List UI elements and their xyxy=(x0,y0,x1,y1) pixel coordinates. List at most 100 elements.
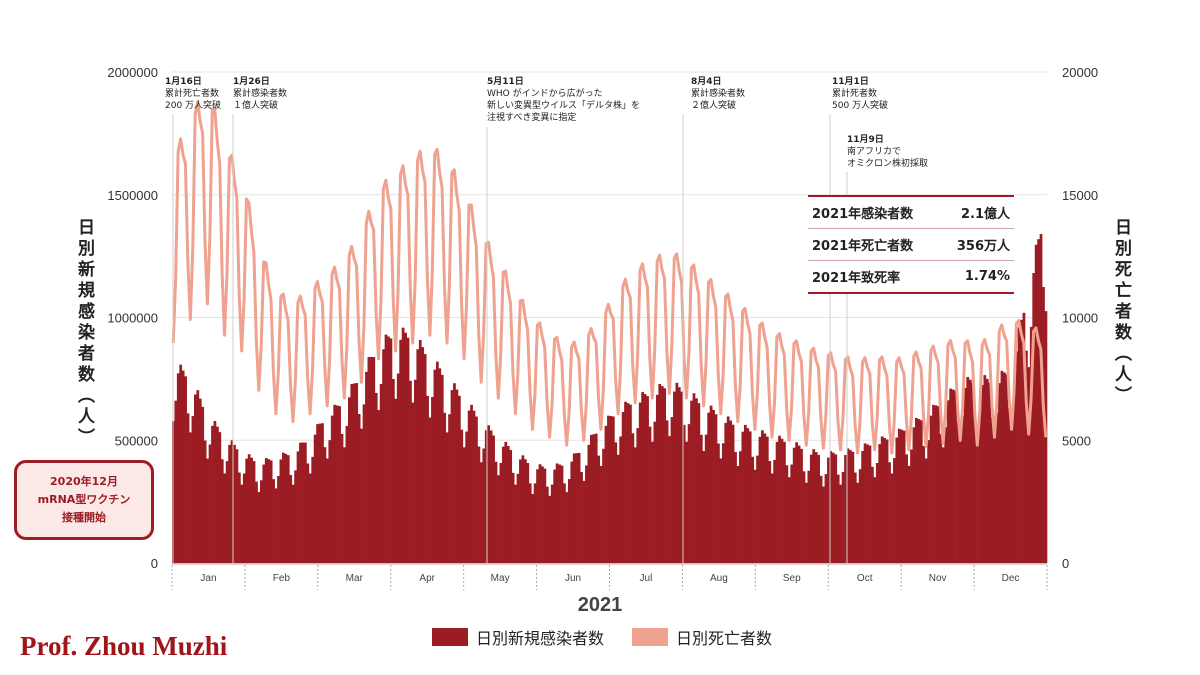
infection-bar xyxy=(795,442,798,563)
infection-bar xyxy=(1007,408,1011,563)
infection-bar xyxy=(677,387,681,563)
infection-bar xyxy=(915,417,918,563)
infection-bar xyxy=(497,475,500,563)
infection-bar xyxy=(206,458,209,563)
infection-bar xyxy=(191,416,195,563)
infection-bar xyxy=(521,455,525,563)
infection-bar xyxy=(680,391,684,563)
infection-bar xyxy=(484,430,488,563)
infection-bar xyxy=(941,447,945,563)
infection-bar xyxy=(252,461,256,563)
y-tick-label-left: 500000 xyxy=(115,433,158,448)
annotation-text: 累計死者数 xyxy=(832,87,877,99)
infection-bar xyxy=(340,433,344,563)
infection-bar xyxy=(651,441,654,563)
infection-bar xyxy=(702,451,706,563)
infection-bar xyxy=(1000,370,1004,563)
infection-bar xyxy=(768,461,772,563)
infection-bar xyxy=(1027,367,1031,563)
infection-bar xyxy=(597,455,601,563)
legend-label-infections: 日別新規感染者数 xyxy=(476,629,605,648)
infection-bar xyxy=(426,395,429,563)
infection-bar xyxy=(1003,372,1006,563)
infection-bar xyxy=(670,417,674,563)
infection-bar xyxy=(338,406,341,563)
vaccine-callout-line: mRNA型ワクチン xyxy=(37,493,131,506)
infection-bar xyxy=(927,440,930,563)
infection-bar xyxy=(533,483,537,563)
infection-bar xyxy=(770,473,774,563)
infection-bar xyxy=(440,374,444,563)
infection-bar xyxy=(633,447,637,563)
infection-bar xyxy=(333,404,337,563)
infection-bar xyxy=(805,482,808,563)
infection-bar xyxy=(325,458,329,563)
infection-bar xyxy=(985,378,989,563)
infection-bar xyxy=(993,434,996,563)
y-tick-label-left: 2000000 xyxy=(107,65,158,80)
infection-bar xyxy=(978,412,982,563)
infection-bar xyxy=(453,383,456,563)
infection-bar xyxy=(621,411,625,563)
infection-bar xyxy=(572,453,576,563)
infection-bar xyxy=(313,434,317,563)
infection-bar xyxy=(726,416,730,563)
infection-bar xyxy=(800,448,803,563)
infection-bar xyxy=(218,432,222,563)
infection-bar xyxy=(814,452,818,563)
infection-bar xyxy=(675,382,679,563)
infection-bar xyxy=(922,445,926,563)
infection-bar xyxy=(937,406,940,563)
month-label: Feb xyxy=(273,573,291,584)
infection-bar xyxy=(912,427,916,563)
infection-bar xyxy=(919,420,923,563)
y-tick-label-left: 1000000 xyxy=(107,311,158,326)
infection-bar xyxy=(934,405,938,563)
infection-bar xyxy=(594,433,598,563)
death-line xyxy=(171,100,1048,455)
infection-bar xyxy=(389,338,393,563)
stats-value: 2.1億人 xyxy=(960,207,1010,222)
infection-bar xyxy=(233,444,236,563)
stats-label: 2021年感染者数 xyxy=(812,207,914,222)
stats-value: 356万人 xyxy=(956,239,1010,254)
month-label: Nov xyxy=(929,573,947,584)
infection-bar xyxy=(462,447,466,563)
infection-bar xyxy=(856,482,860,563)
infection-bar xyxy=(648,426,652,563)
infection-bar xyxy=(939,433,943,563)
annotation-text: 累計感染者数 xyxy=(691,87,745,99)
y-tick-label-left: 0 xyxy=(151,556,158,571)
infection-bar xyxy=(797,445,801,563)
infection-bar xyxy=(917,419,921,563)
infection-bar xyxy=(416,349,420,563)
infection-bar xyxy=(709,405,713,563)
author-watermark: Prof. Zhou Muzhi xyxy=(20,631,228,661)
infection-bar xyxy=(240,484,244,563)
infection-bar xyxy=(849,450,852,563)
infection-bar xyxy=(756,455,759,563)
legend-item-deaths: 日別死亡者数 xyxy=(632,625,772,649)
infection-bar xyxy=(790,464,794,563)
infection-bar xyxy=(932,404,935,563)
infection-bar xyxy=(729,420,733,563)
infection-bar xyxy=(1020,319,1023,563)
annotation-text: ２億人突破 xyxy=(691,99,736,111)
infection-bar xyxy=(1025,350,1028,563)
infection-bar xyxy=(817,454,820,563)
infection-bar xyxy=(350,383,354,563)
infection-bar xyxy=(582,480,586,563)
annotation-text: 南アフリカで xyxy=(847,145,901,157)
infection-bar xyxy=(731,424,735,563)
infection-bar xyxy=(863,443,867,563)
infection-bar xyxy=(404,332,407,563)
infection-bar xyxy=(739,451,742,563)
infection-bar xyxy=(303,442,307,563)
infection-bar xyxy=(704,434,708,563)
infection-bar xyxy=(1029,326,1033,563)
stats-value: 1.74% xyxy=(964,269,1010,284)
infection-bar xyxy=(277,475,280,563)
annotation-text: 新しい変異型ウイルス「デルタ株」を xyxy=(487,99,640,111)
infection-bar xyxy=(536,469,539,563)
